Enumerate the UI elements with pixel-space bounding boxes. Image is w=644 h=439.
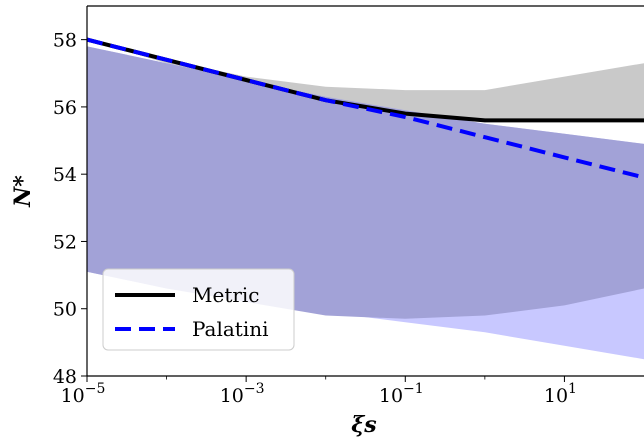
y-tick-label: 58 [53, 30, 77, 52]
x-tick-label: 10−1 [379, 381, 424, 407]
x-tick-label: 10−3 [220, 381, 265, 407]
band-0 [87, 39, 644, 121]
y-tick-label: 52 [53, 231, 77, 253]
legend-label-metric: Metric [192, 283, 260, 307]
y-tick-label: 54 [53, 164, 77, 186]
y-axis-label: N* [10, 175, 36, 208]
series-lines [87, 37, 644, 180]
y-tick-label: 56 [53, 97, 77, 119]
x-tick-label: 10−5 [61, 381, 106, 407]
y-tick-label: 48 [53, 366, 77, 388]
series-line-metric [87, 37, 644, 123]
tick-marks: 10−5 10−3 10−1 101 48 50 52 54 56 58 [53, 30, 577, 407]
band-2 [87, 46, 644, 319]
axes [86, 5, 644, 377]
legend-label-palatini: Palatini [192, 317, 269, 341]
x-tick-label: 101 [544, 381, 577, 407]
x-axis-label: ξs [351, 412, 376, 438]
legend: Metric Palatini [102, 268, 295, 351]
y-tick-label: 50 [53, 299, 77, 321]
